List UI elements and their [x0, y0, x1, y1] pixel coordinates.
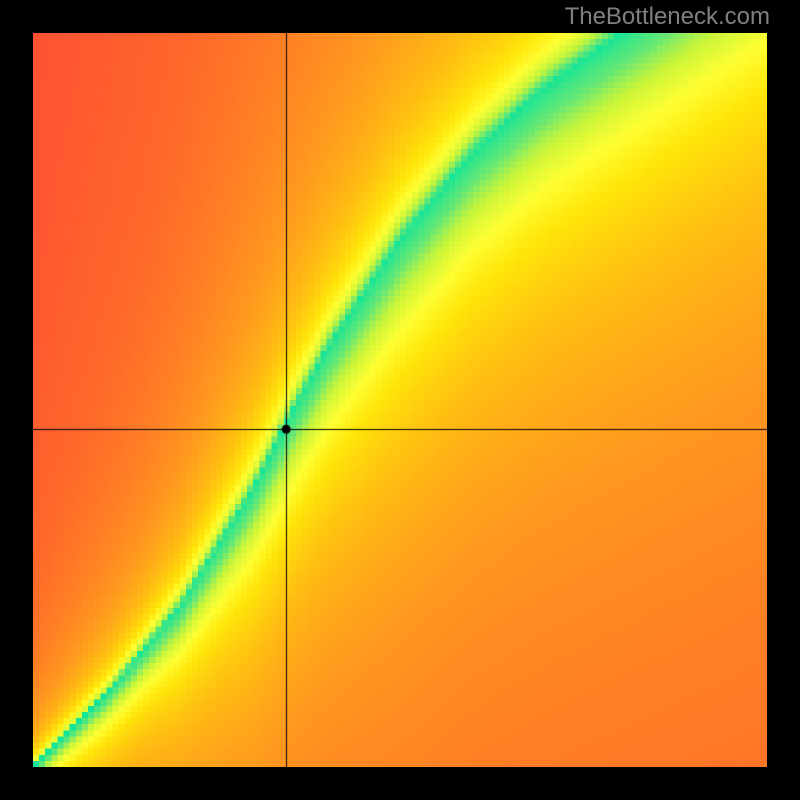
crosshair-overlay [33, 33, 767, 767]
watermark-text: TheBottleneck.com [565, 3, 770, 31]
chart-container: { "meta": { "source_watermark": "TheBott… [0, 0, 800, 800]
